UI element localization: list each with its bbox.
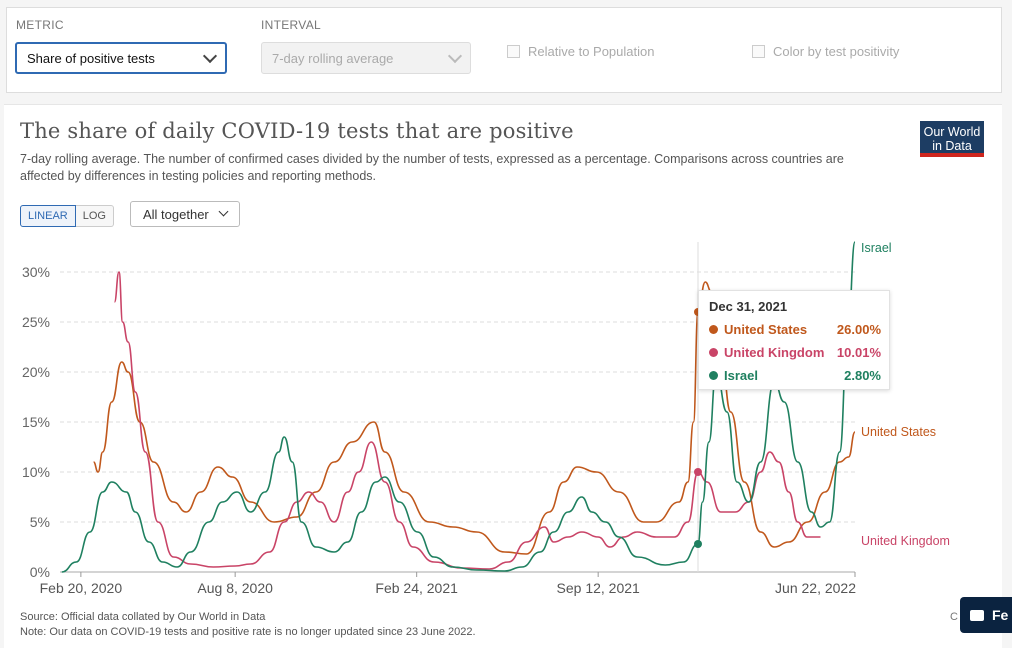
tooltip-series-value: 2.80% <box>844 368 881 383</box>
metric-label: METRIC <box>16 18 64 32</box>
source-text: Source: Official data collated by Our Wo… <box>20 611 266 623</box>
chart-title: The share of daily COVID-19 tests that a… <box>20 119 574 143</box>
metric-select[interactable]: Share of positive tests <box>15 42 227 74</box>
cut-off-text: C <box>950 611 958 623</box>
chevron-down-icon <box>202 48 218 63</box>
scale-toggle: LINEAR LOG <box>20 205 114 227</box>
relative-to-population-checkbox[interactable]: Relative to Population <box>507 44 654 59</box>
note-text: Note: Our data on COVID-19 tests and pos… <box>20 626 476 638</box>
tooltip-series-name: United Kingdom <box>724 345 825 360</box>
tooltip-series-value: 26.00% <box>836 322 881 337</box>
interval-select[interactable]: 7-day rolling average <box>261 42 471 74</box>
facet-select[interactable]: All together <box>130 201 240 227</box>
series-dot-icon <box>709 348 718 357</box>
color-by-positivity-label: Color by test positivity <box>773 44 900 59</box>
metric-select-value: Share of positive tests <box>27 50 155 66</box>
tooltip-row-united-kingdom: United Kingdom 10.01% <box>709 345 881 360</box>
checkbox-box[interactable] <box>507 45 520 58</box>
color-by-positivity-checkbox[interactable]: Color by test positivity <box>752 44 899 59</box>
tooltip-date: Dec 31, 2021 <box>709 299 788 314</box>
tooltip-series-name: Israel <box>724 368 758 383</box>
feedback-label: Fe <box>992 607 1009 623</box>
facet-select-value: All together <box>143 206 209 222</box>
tooltip-row-israel: Israel 2.80% <box>709 368 881 383</box>
tooltip-series-value: 10.01% <box>836 345 881 360</box>
relative-to-population-label: Relative to Population <box>528 44 655 59</box>
controls-panel: METRIC Share of positive tests INTERVAL … <box>6 7 1002 93</box>
feedback-button[interactable]: Fe <box>960 597 1012 633</box>
chart-subtitle: 7-day rolling average. The number of con… <box>20 152 844 183</box>
tooltip-row-united-states: United States 26.00% <box>709 322 881 337</box>
linear-scale-button[interactable]: LINEAR <box>20 205 76 227</box>
interval-label: INTERVAL <box>261 18 321 32</box>
chevron-down-icon <box>218 206 229 217</box>
series-dot-icon <box>709 371 718 380</box>
interval-select-value: 7-day rolling average <box>272 50 394 66</box>
logo-line-1: Our World <box>923 125 981 139</box>
chevron-down-icon <box>447 48 463 63</box>
tooltip-series-name: United States <box>724 322 808 337</box>
tooltip: Dec 31, 2021 United States 26.00% United… <box>698 290 890 390</box>
series-dot-icon <box>709 325 718 334</box>
owid-logo[interactable]: Our World in Data <box>920 121 984 157</box>
logo-line-2: in Data <box>932 139 972 153</box>
checkbox-box[interactable] <box>752 45 765 58</box>
chat-icon <box>970 609 984 621</box>
log-scale-button[interactable]: LOG <box>75 205 114 227</box>
